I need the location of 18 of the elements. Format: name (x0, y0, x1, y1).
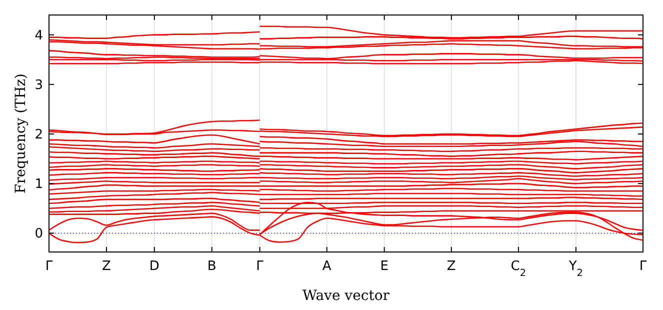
x-tick-label: C$_{2}$ (510, 259, 526, 278)
x-tick-label: Γ (256, 259, 264, 274)
y-tick-label: 0 (34, 226, 43, 242)
x-tick-label: D (149, 259, 160, 274)
x-axis-title: Wave vector (302, 288, 390, 304)
x-tick-label: Z (446, 259, 456, 274)
x-tick-label: Z (102, 259, 112, 274)
y-axis-title: Frequency (THz) (13, 73, 29, 194)
y-tick-label: 3 (34, 78, 43, 93)
x-tick-label: B (207, 259, 216, 274)
y-tick-label: 1 (34, 177, 43, 192)
y-tick-label: 2 (34, 128, 43, 143)
y-tick-label: 4 (34, 28, 43, 44)
x-tick-label: Γ (639, 259, 648, 274)
x-tick-label: E (380, 259, 388, 274)
x-tick-label: Y$_{2}$ (568, 259, 584, 278)
x-tick-label: A (322, 259, 332, 274)
x-tick-label: Γ (45, 259, 54, 274)
